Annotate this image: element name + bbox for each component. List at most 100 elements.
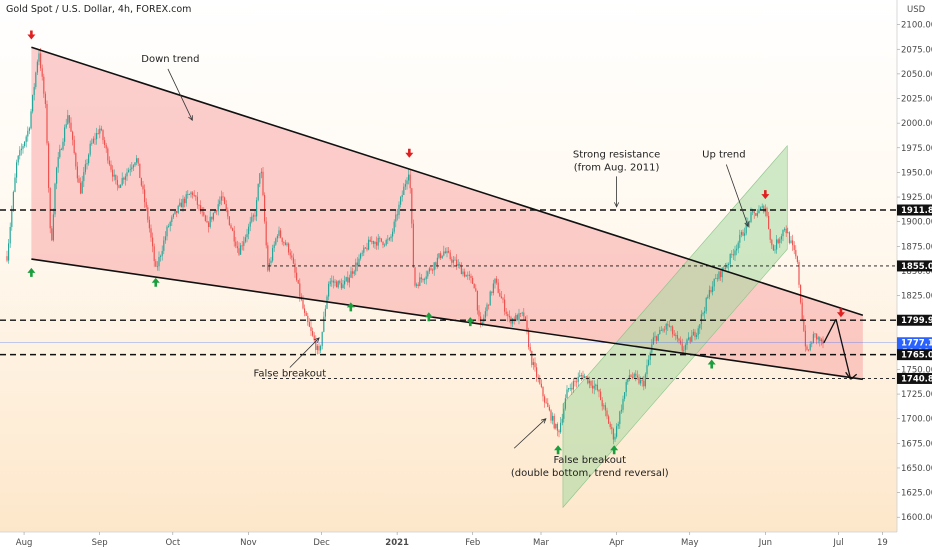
candle-body	[795, 250, 797, 257]
candle-body	[84, 164, 86, 173]
candle-body	[472, 277, 474, 284]
candle-body	[156, 266, 158, 268]
candle	[345, 276, 347, 283]
candle-body	[289, 252, 291, 256]
candle-body	[264, 195, 266, 222]
candle-body	[392, 231, 394, 237]
candle	[112, 165, 114, 182]
candle-body	[484, 311, 486, 318]
candle-body	[401, 195, 403, 198]
candle	[294, 259, 296, 278]
y-tick-label: 2000.00	[901, 119, 932, 129]
candle-body	[611, 427, 613, 429]
y-tick-label: 1750.00	[901, 365, 932, 375]
candle-body	[32, 94, 34, 112]
candle-body	[92, 138, 94, 143]
candle-body	[564, 398, 566, 409]
candle	[384, 243, 386, 248]
candle-body	[96, 133, 98, 140]
candle-body	[46, 104, 48, 144]
candle-body	[718, 271, 720, 279]
candle-body	[785, 228, 787, 234]
candle	[577, 372, 579, 387]
candle-body	[691, 335, 693, 342]
candle-body	[750, 212, 752, 222]
candle-body	[304, 308, 306, 313]
candle-body	[820, 339, 822, 342]
candle-body	[209, 216, 211, 228]
uptrend-channel-fill	[562, 145, 788, 509]
candle-body	[108, 160, 110, 165]
candle	[768, 212, 770, 230]
candle	[702, 311, 704, 317]
candle-body	[220, 196, 222, 201]
candle-body	[582, 375, 584, 378]
candle-body	[700, 314, 702, 325]
candle	[353, 269, 355, 277]
candle	[553, 413, 555, 430]
candle-body	[609, 423, 611, 428]
y-tick-label: 1900.00	[901, 218, 932, 228]
candle-body	[129, 169, 131, 171]
candle	[348, 274, 350, 288]
candle	[542, 386, 544, 402]
candle	[78, 175, 80, 183]
candle	[769, 228, 771, 244]
candle	[113, 169, 115, 181]
candle	[443, 245, 445, 257]
candle	[331, 275, 333, 287]
candle-body	[100, 128, 102, 131]
candle-body	[385, 240, 387, 245]
candle-body	[524, 316, 526, 321]
candle	[796, 255, 798, 264]
candle	[164, 231, 166, 244]
candle	[246, 228, 248, 243]
candle	[532, 358, 534, 370]
candle	[467, 271, 469, 280]
candle-body	[804, 330, 806, 347]
candle-body	[43, 76, 45, 94]
candle	[262, 166, 264, 197]
candle-body	[312, 330, 314, 336]
up-arrow-icon	[346, 302, 355, 312]
candle	[120, 184, 122, 188]
candle-body	[713, 278, 715, 287]
candle	[390, 234, 392, 242]
candle-body	[206, 221, 208, 223]
candle-body	[427, 271, 429, 277]
candle	[270, 256, 272, 267]
price-label-bg	[897, 314, 932, 326]
candle-body	[8, 243, 10, 261]
candle-body	[430, 268, 432, 270]
candle	[572, 378, 574, 393]
candle	[46, 100, 48, 146]
candle-body	[20, 148, 22, 151]
candle	[249, 216, 251, 232]
candle-body	[193, 194, 195, 196]
candle-body	[70, 122, 72, 132]
candle	[633, 372, 635, 380]
candle	[128, 167, 130, 173]
candle-body	[86, 163, 88, 165]
candle	[281, 237, 283, 245]
candle	[172, 213, 174, 220]
candle	[6, 250, 8, 263]
candle-body	[681, 343, 683, 351]
candle-body	[398, 204, 400, 215]
leader-strong-resistance-head	[614, 202, 620, 208]
candle	[89, 140, 91, 157]
y-tick-label: 1950.00	[901, 168, 932, 178]
candle-body	[736, 248, 738, 251]
price-label: 1765.03	[901, 351, 932, 361]
candle	[372, 240, 374, 248]
candle	[155, 258, 157, 267]
candle	[468, 270, 470, 281]
candle	[734, 245, 736, 261]
candle-body	[382, 241, 384, 246]
candle-body	[292, 257, 294, 264]
x-tick-label: Oct	[165, 538, 180, 548]
candle	[208, 220, 210, 233]
candle	[422, 278, 424, 283]
